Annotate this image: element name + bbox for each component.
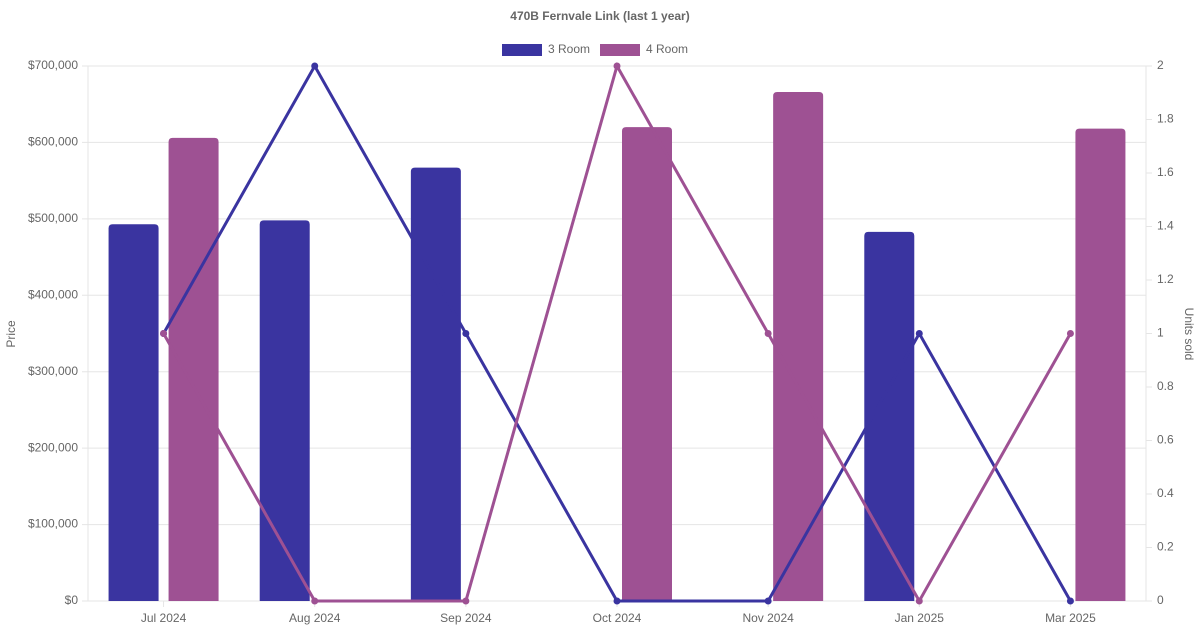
point [915,597,923,605]
y2-tick-label: 0.4 [1157,486,1174,500]
y2-tick-label: 0.8 [1157,379,1174,393]
chart-title: 470B Fernvale Link (last 1 year) [510,9,689,23]
x-tick-label: Nov 2024 [742,611,794,625]
y2-tick-label: 0.6 [1157,433,1174,447]
y-tick-label: $100,000 [28,517,78,531]
x-tick-label: Aug 2024 [289,611,341,625]
y2-axis-label: Units sold [1182,308,1196,361]
y2-tick-label: 2 [1157,58,1164,72]
y2-tick-label: 0 [1157,593,1164,607]
x-tick-label: Oct 2024 [593,611,642,625]
y-tick-label: $0 [65,593,79,607]
x-tick-label: Mar 2025 [1045,611,1096,625]
point [160,330,168,337]
bar [259,220,310,601]
bar [1075,128,1126,601]
y-tick-label: $600,000 [28,135,78,149]
point [462,330,470,337]
legend-swatch [600,44,640,56]
point [462,597,470,605]
legend-swatch [502,44,542,56]
y-tick-label: $200,000 [28,440,78,454]
y2-tick-label: 1.8 [1157,112,1174,126]
bar [773,91,824,601]
y2-tick-label: 0.2 [1157,540,1174,554]
y2-tick-label: 1 [1157,326,1164,340]
point [613,597,621,605]
y-axis-label: Price [4,320,18,348]
point [764,330,772,337]
y-tick-label: $700,000 [28,58,78,72]
x-tick-label: Jan 2025 [895,611,945,625]
bar [168,137,219,602]
bar [108,224,159,601]
y2-tick-label: 1.6 [1157,165,1174,179]
y-tick-label: $400,000 [28,287,78,301]
legend-label: 4 Room [646,42,688,56]
x-tick-label: Jul 2024 [141,611,187,625]
point [311,62,319,70]
bar [622,127,672,602]
y-tick-label: $300,000 [28,364,78,378]
point [1066,330,1074,337]
point [1066,597,1074,605]
point [764,597,772,605]
legend-label: 3 Room [548,42,590,56]
point [311,597,319,605]
point [613,62,621,70]
bar [410,167,461,601]
y2-tick-label: 1.4 [1157,219,1174,233]
x-tick-label: Sep 2024 [440,611,492,625]
point [915,330,923,337]
y2-tick-label: 1.2 [1157,272,1174,286]
bar [864,231,915,601]
y-tick-label: $500,000 [28,211,78,225]
